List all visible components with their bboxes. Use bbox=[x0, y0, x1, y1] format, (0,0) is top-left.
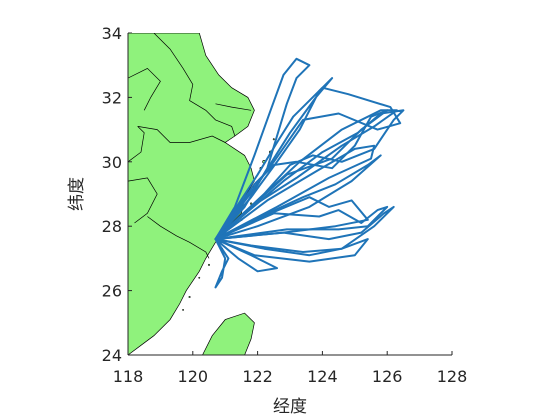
x-axis-label: 经度 bbox=[273, 397, 307, 417]
vessel-track bbox=[214, 238, 230, 289]
vessel-track bbox=[214, 109, 389, 241]
x-ticks: 118 120 122 124 126 128 bbox=[113, 351, 468, 386]
axes bbox=[127, 33, 452, 356]
province-border bbox=[215, 103, 252, 111]
vessel-track bbox=[214, 77, 334, 241]
vessel-track bbox=[214, 109, 405, 241]
vessel-track bbox=[214, 238, 369, 263]
island bbox=[188, 296, 191, 299]
vessel-track bbox=[214, 154, 382, 241]
province-border bbox=[147, 216, 210, 259]
vessel-track bbox=[214, 196, 369, 241]
y-tick-label: 32 bbox=[102, 88, 122, 107]
island bbox=[198, 276, 201, 279]
y-ticks: 24 26 28 30 32 34 bbox=[102, 24, 132, 365]
track-layer bbox=[214, 57, 405, 289]
x-tick-label: 124 bbox=[307, 367, 338, 386]
land-layer bbox=[128, 33, 275, 355]
x-tick-label: 120 bbox=[178, 367, 209, 386]
province-border bbox=[128, 67, 161, 111]
province-border bbox=[137, 126, 226, 143]
vessel-track bbox=[214, 205, 389, 241]
x-tick-label: 126 bbox=[372, 367, 403, 386]
x-tick-label: 118 bbox=[113, 367, 144, 386]
y-tick-label: 30 bbox=[102, 153, 122, 172]
y-tick-label: 34 bbox=[102, 24, 122, 43]
island bbox=[249, 202, 253, 205]
x-tick-label: 128 bbox=[437, 367, 468, 386]
taiwan-landmass bbox=[202, 312, 255, 355]
vessel-track bbox=[214, 86, 402, 241]
province-borders bbox=[128, 33, 252, 259]
island bbox=[207, 263, 211, 266]
x-tick-label: 122 bbox=[242, 367, 273, 386]
y-axis-label: 纬度 bbox=[67, 177, 87, 211]
island bbox=[182, 309, 184, 311]
vessel-track bbox=[214, 144, 376, 241]
y-tick-label: 28 bbox=[102, 217, 122, 236]
y-tick-label: 24 bbox=[102, 346, 122, 365]
province-border bbox=[153, 33, 236, 137]
y-tick-label: 26 bbox=[102, 282, 122, 301]
island bbox=[272, 138, 275, 141]
province-border bbox=[128, 177, 158, 224]
mainland-landmass bbox=[128, 33, 255, 355]
province-border bbox=[128, 126, 145, 163]
vessel-track bbox=[214, 205, 395, 253]
vessel-track bbox=[214, 238, 278, 273]
